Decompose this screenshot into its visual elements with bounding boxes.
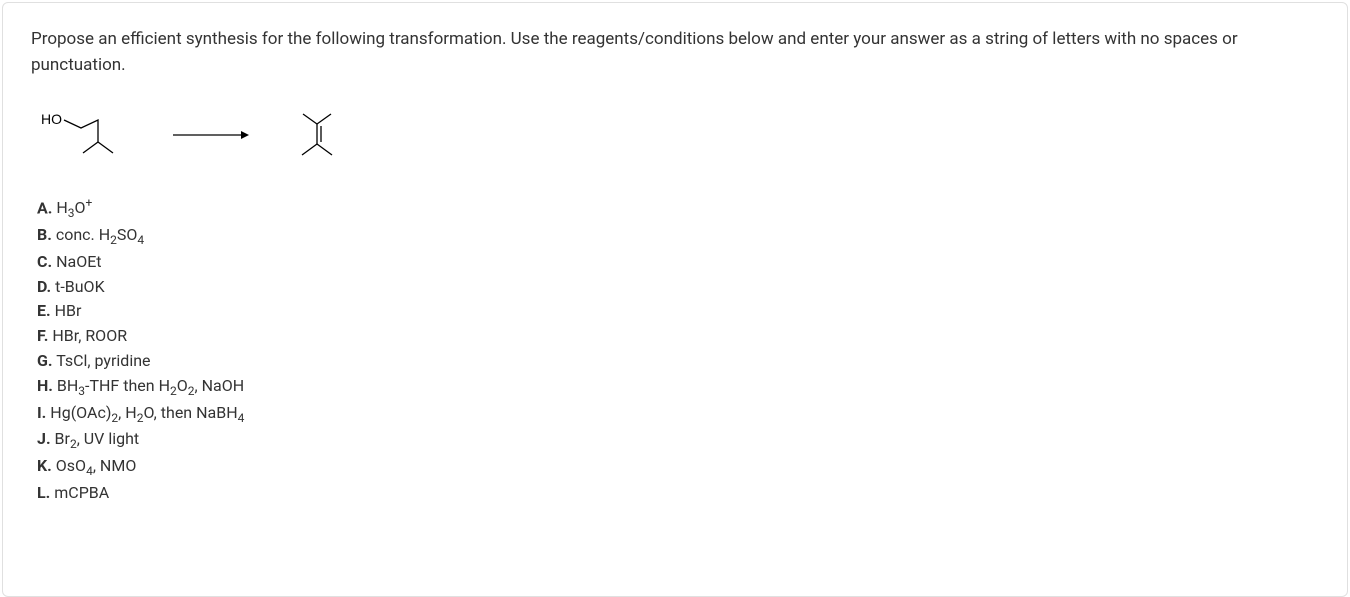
option-letter: E. [37, 301, 51, 320]
starting-material-structure: HO [41, 106, 135, 164]
option-letter: C. [37, 252, 52, 271]
option-k: K. OsO4, NMO [37, 454, 1319, 481]
option-a: A. H3O+ [37, 194, 1319, 223]
option-letter: L. [37, 483, 50, 502]
option-label: t-BuOK [55, 277, 105, 296]
option-label: H3O+ [56, 198, 92, 217]
option-letter: F. [37, 326, 48, 345]
option-letter: K. [37, 456, 52, 475]
option-letter: I. [37, 403, 46, 422]
reaction-arrow-icon [171, 125, 249, 145]
svg-text:HO: HO [41, 111, 62, 127]
option-label: NaOEt [56, 252, 101, 271]
option-d: D. t-BuOK [37, 275, 1319, 300]
option-label: HBr [55, 301, 82, 320]
question-card: Propose an efficient synthesis for the f… [2, 2, 1348, 597]
option-b: B. conc. H2SO4 [37, 223, 1319, 250]
option-g: G. TsCl, pyridine [37, 349, 1319, 374]
reagent-options-list: A. H3O+ B. conc. H2SO4 C. NaOEt D. t-BuO… [37, 194, 1319, 506]
option-label: BH3-THF then H2O2, NaOH [57, 376, 244, 395]
question-prompt: Propose an efficient synthesis for the f… [31, 27, 1319, 78]
option-letter: H. [37, 376, 53, 395]
option-e: E. HBr [37, 299, 1319, 324]
option-h: H. BH3-THF then H2O2, NaOH [37, 374, 1319, 401]
option-letter: J. [37, 429, 51, 448]
option-c: C. NaOEt [37, 250, 1319, 275]
option-label: conc. H2SO4 [56, 225, 144, 244]
option-letter: B. [37, 225, 52, 244]
option-i: I. Hg(OAc)2, H2O, then NaBH4 [37, 401, 1319, 428]
option-label: TsCl, pyridine [56, 351, 150, 370]
option-letter: G. [37, 351, 53, 370]
option-label: Br2, UV light [55, 429, 140, 448]
option-label: mCPBA [54, 483, 109, 502]
option-label: Hg(OAc)2, H2O, then NaBH4 [50, 403, 244, 422]
option-letter: A. [37, 198, 52, 217]
option-label: HBr, ROOR [52, 326, 127, 345]
product-structure [285, 106, 349, 164]
option-letter: D. [37, 277, 51, 296]
option-j: J. Br2, UV light [37, 427, 1319, 454]
option-f: F. HBr, ROOR [37, 324, 1319, 349]
reaction-diagram: HO [41, 106, 1319, 164]
option-label: OsO4, NMO [56, 456, 137, 475]
question-line-1: Propose an efficient synthesis for the f… [31, 29, 1028, 49]
option-l: L. mCPBA [37, 481, 1319, 506]
